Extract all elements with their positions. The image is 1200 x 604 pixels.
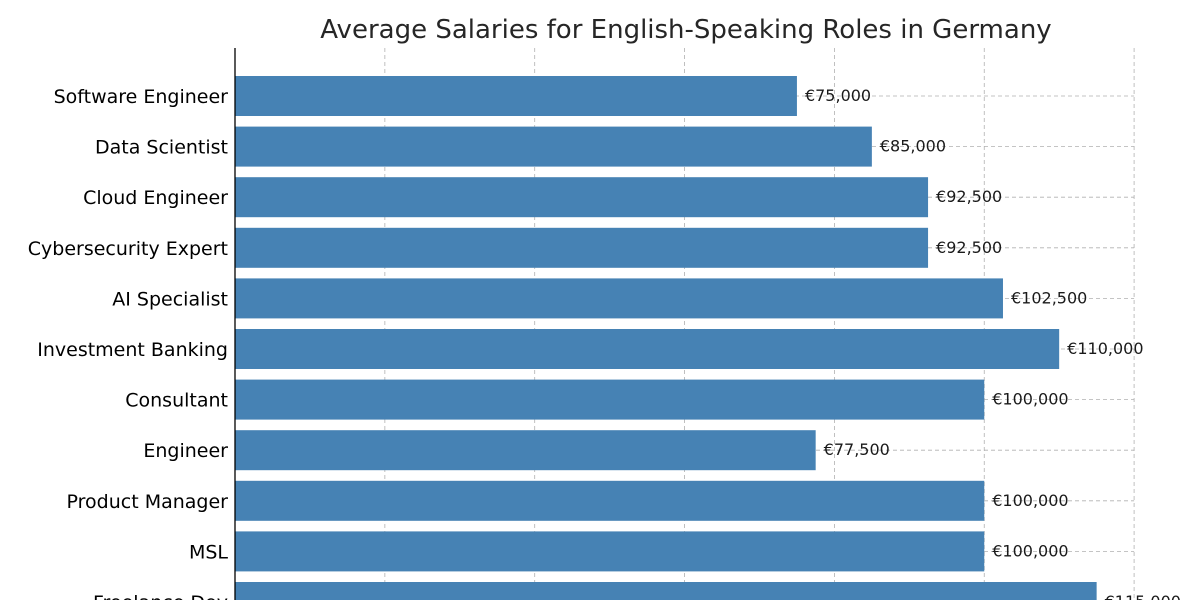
bar — [235, 278, 1003, 319]
category-label: Engineer — [143, 440, 228, 462]
bar-layer — [235, 76, 1097, 604]
category-label: Software Engineer — [54, 86, 229, 108]
bar — [235, 126, 872, 167]
category-label-layer: Software Engineer Data Scientist Cloud Eng… — [28, 86, 229, 604]
value-label: €115,000 — [1105, 592, 1181, 600]
value-label: €77,500 — [824, 440, 890, 459]
category-label: Cybersecurity Expert — [28, 238, 228, 260]
value-label-layer: €75,000 €85,000 €92,500 €92,500 €102,500 €110… — [805, 86, 1181, 604]
bar — [235, 329, 1060, 369]
category-label: Product Manager — [67, 491, 229, 513]
value-label: €110,000 — [1067, 339, 1143, 358]
bar — [235, 480, 985, 521]
bar — [235, 227, 929, 268]
bar — [235, 531, 985, 572]
value-label: €85,000 — [880, 137, 946, 156]
category-label: Data Scientist — [95, 137, 228, 159]
value-label: €75,000 — [805, 86, 871, 105]
category-label: Investment Banking — [37, 339, 228, 361]
bar — [235, 379, 985, 420]
category-label: Consultant — [125, 390, 228, 412]
bar — [235, 76, 797, 116]
value-label: €100,000 — [992, 390, 1068, 409]
value-label: €102,500 — [1011, 288, 1087, 307]
category-label: Freelance Dev — [93, 592, 228, 600]
value-label: €100,000 — [992, 491, 1068, 510]
value-label: €100,000 — [992, 541, 1068, 560]
value-label: €92,500 — [936, 187, 1002, 206]
chart-title: Average Salaries for English-Speaking Ro… — [320, 15, 1051, 45]
value-label: €92,500 — [936, 238, 1002, 257]
category-label: MSL — [189, 541, 228, 563]
category-label: AI Specialist — [112, 288, 228, 310]
category-label: Cloud Engineer — [83, 187, 228, 209]
bar — [235, 430, 816, 471]
bar — [235, 582, 1097, 604]
bar — [235, 177, 929, 218]
